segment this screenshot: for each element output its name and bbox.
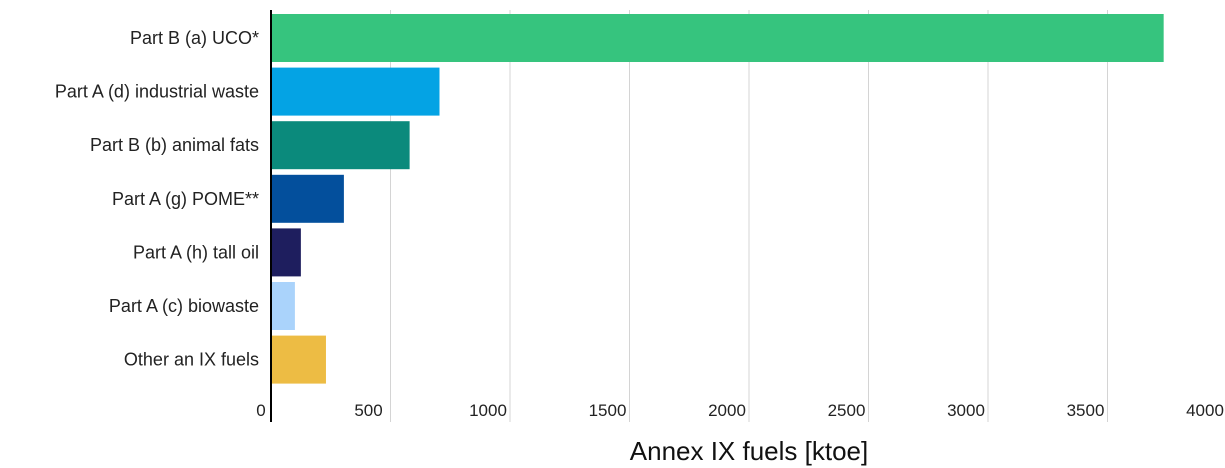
x-tick-label: 500 [354,401,382,420]
bar [272,67,440,116]
x-tick-label: 2000 [708,401,746,420]
category-label: Part B (b) animal fats [90,135,259,155]
bar [272,228,301,277]
x-axis-title: Annex IX fuels [ktoe] [630,436,868,466]
x-tick-label: 0 [256,401,265,420]
gridlines [390,10,1108,422]
x-tick-label: 1000 [469,401,507,420]
bar [272,282,295,330]
x-tick-label: 2500 [828,401,866,420]
bar [272,335,326,384]
bar [272,14,1164,62]
bars [272,14,1164,384]
category-label: Part A (d) industrial waste [55,82,259,102]
category-labels: Part B (a) UCO* Part A (d) industrial was… [55,28,259,370]
category-label: Part B (a) UCO* [130,28,259,48]
x-tick-label: 3000 [947,401,985,420]
bar [272,121,410,170]
x-tick-label: 4000 [1186,401,1224,420]
x-tick-labels: 0 500 1000 1500 2000 2500 3000 3500 4000 [256,401,1224,420]
category-label: Other an IX fuels [124,350,259,370]
x-tick-label: 3500 [1067,401,1105,420]
category-label: Part A (h) tall oil [133,242,259,262]
x-tick-label: 1500 [589,401,627,420]
category-label: Part A (g) POME** [112,189,259,209]
category-label: Part A (c) biowaste [109,296,259,316]
bar [272,174,344,223]
